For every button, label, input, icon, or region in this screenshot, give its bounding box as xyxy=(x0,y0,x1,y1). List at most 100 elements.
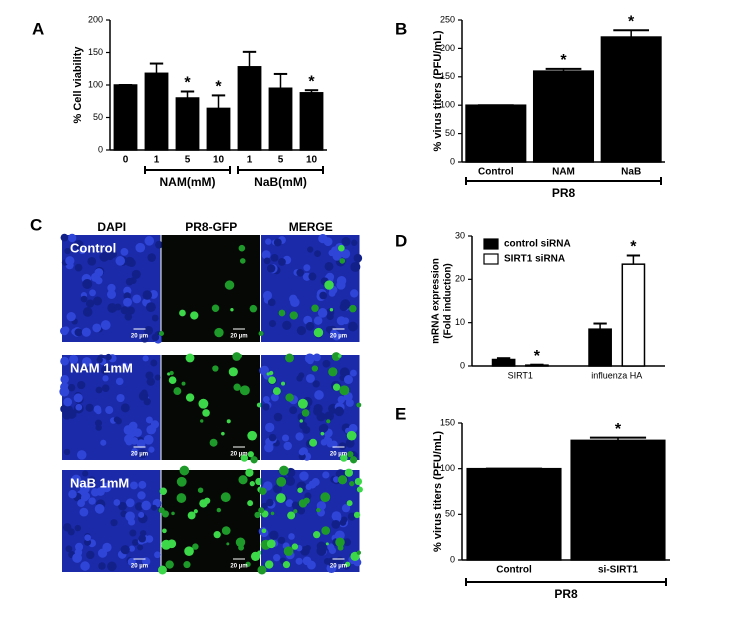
gfp-signal xyxy=(354,477,363,486)
gfp-signal xyxy=(169,370,174,376)
nucleus xyxy=(123,286,132,295)
nucleus xyxy=(84,534,91,541)
scale-bar-label: 20 µm xyxy=(131,452,148,458)
nucleus xyxy=(304,544,311,552)
nucleus xyxy=(151,333,160,342)
nucleus xyxy=(330,440,338,449)
gfp-signal xyxy=(285,353,294,363)
nucleus xyxy=(69,354,79,364)
nucleus xyxy=(137,491,146,500)
gfp-signal xyxy=(326,419,331,424)
gfp-signal xyxy=(185,393,195,402)
x-tick-label: 5 xyxy=(278,155,284,166)
x-tick-label: NAM xyxy=(552,167,575,178)
nucleus xyxy=(102,375,109,382)
micrograph xyxy=(161,470,260,572)
nucleus xyxy=(77,380,86,390)
gfp-signal xyxy=(220,492,231,503)
nucleus xyxy=(107,283,116,293)
y-tick-label: 100 xyxy=(88,79,103,89)
scale-bar-label: 20 µm xyxy=(230,452,247,458)
y-tick-label: 200 xyxy=(88,14,103,24)
y-axis-label: mRNA expression xyxy=(431,258,442,344)
nucleus xyxy=(79,483,90,494)
nucleus xyxy=(288,533,295,540)
panel-label: B xyxy=(395,19,407,38)
nucleus xyxy=(115,377,124,386)
gfp-signal xyxy=(349,481,355,487)
nucleus xyxy=(93,405,102,414)
nucleus xyxy=(326,312,334,321)
column-header: MERGE xyxy=(289,220,333,234)
column-header: DAPI xyxy=(97,220,126,234)
x-tick-label: 5 xyxy=(185,155,191,166)
nucleus xyxy=(81,357,92,367)
nucleus xyxy=(268,433,277,442)
nucleus xyxy=(327,543,335,551)
nucleus xyxy=(140,334,149,343)
nucleus xyxy=(285,499,294,508)
x-tick-label: 1 xyxy=(247,155,253,166)
gfp-signal xyxy=(313,531,321,539)
gfp-signal xyxy=(176,476,187,487)
gfp-signal xyxy=(258,507,265,514)
gfp-signal xyxy=(347,451,354,458)
gfp-signal xyxy=(337,544,344,551)
nucleus xyxy=(135,242,146,253)
panel-label: C xyxy=(30,215,42,234)
gfp-signal xyxy=(247,451,254,458)
nucleus xyxy=(74,548,83,557)
nucleus xyxy=(143,434,154,445)
nucleus xyxy=(305,373,315,383)
nucleus xyxy=(67,528,75,536)
nucleus xyxy=(343,538,352,547)
nucleus xyxy=(64,247,71,255)
gfp-signal xyxy=(221,526,231,535)
bar xyxy=(532,70,595,163)
nucleus xyxy=(135,502,144,511)
gfp-signal xyxy=(332,383,341,391)
gfp-signal xyxy=(230,308,234,312)
gfp-signal xyxy=(257,565,267,575)
nucleus xyxy=(114,303,122,311)
nucleus xyxy=(306,357,314,365)
nucleus xyxy=(334,530,345,541)
nucleus xyxy=(67,233,77,243)
nucleus xyxy=(345,438,355,448)
nucleus xyxy=(128,545,135,552)
gfp-signal xyxy=(297,398,308,409)
nucleus xyxy=(102,542,112,553)
nucleus xyxy=(74,524,81,532)
nucleus xyxy=(296,375,303,382)
nucleus xyxy=(281,434,290,442)
nucleus xyxy=(323,237,333,247)
nucleus xyxy=(82,279,93,289)
nucleus xyxy=(136,439,146,448)
gfp-signal xyxy=(320,492,331,503)
nucleus xyxy=(146,377,156,386)
gfp-signal xyxy=(344,468,354,477)
gfp-signal xyxy=(278,465,289,476)
gfp-signal xyxy=(254,511,261,519)
gfp-signal xyxy=(157,565,167,575)
x-tick-label: Control xyxy=(496,565,532,576)
gfp-signal xyxy=(228,367,238,377)
gfp-signal xyxy=(158,507,165,514)
nucleus xyxy=(66,409,77,419)
y-tick-label: 250 xyxy=(440,14,455,24)
nucleus xyxy=(133,428,142,437)
gfp-signal xyxy=(266,539,276,549)
y-tick-label: 0 xyxy=(450,554,455,564)
bar xyxy=(144,72,169,151)
gfp-signal xyxy=(258,331,264,337)
nucleus xyxy=(115,256,126,266)
nucleus xyxy=(110,519,118,527)
nucleus xyxy=(73,240,84,251)
y-tick-label: 10 xyxy=(455,317,465,327)
bar xyxy=(621,263,646,367)
y-tick-label: 0 xyxy=(450,156,455,166)
nucleus xyxy=(295,557,303,565)
group-label: NaB(mM) xyxy=(254,175,307,189)
nucleus xyxy=(150,420,160,429)
gfp-signal xyxy=(353,511,361,519)
